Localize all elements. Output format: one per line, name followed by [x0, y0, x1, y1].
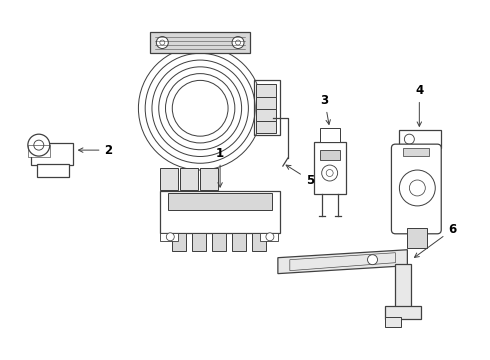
Circle shape [34, 140, 44, 150]
Bar [319, 150, 340, 160]
Circle shape [236, 40, 241, 45]
Text: 6: 6 [415, 223, 456, 257]
Bar [256, 108, 276, 121]
Bar [192, 233, 206, 251]
Bar [252, 233, 266, 251]
Bar [160, 233, 178, 241]
Polygon shape [278, 250, 407, 274]
Bar [319, 128, 340, 142]
Bar [407, 228, 427, 248]
Bar [386, 318, 401, 328]
Text: 2: 2 [78, 144, 113, 157]
Text: 1: 1 [216, 147, 224, 187]
Bar [314, 142, 345, 194]
Bar [28, 145, 50, 157]
Bar [200, 168, 218, 190]
Bar [37, 164, 69, 177]
Bar [160, 168, 178, 190]
Bar [160, 191, 280, 233]
Bar [256, 96, 276, 109]
Bar [256, 84, 276, 97]
Text: 4: 4 [415, 84, 423, 126]
Text: 3: 3 [320, 94, 330, 125]
Bar [212, 233, 226, 251]
Circle shape [28, 134, 50, 156]
Bar [180, 168, 198, 190]
Bar [168, 193, 272, 210]
Bar [399, 130, 441, 148]
Bar [254, 80, 280, 135]
Bar [386, 306, 421, 319]
Circle shape [160, 40, 165, 45]
Bar [150, 32, 250, 54]
Bar [28, 145, 50, 157]
Bar [395, 264, 412, 307]
Circle shape [404, 134, 415, 144]
Circle shape [368, 255, 377, 265]
Circle shape [156, 37, 168, 49]
Bar [31, 143, 73, 165]
Circle shape [266, 233, 274, 241]
Bar [232, 233, 246, 251]
Circle shape [166, 233, 174, 241]
Bar [256, 120, 276, 133]
FancyBboxPatch shape [392, 144, 441, 234]
Bar [260, 233, 278, 241]
Text: 5: 5 [286, 165, 314, 186]
Circle shape [232, 37, 244, 49]
Bar [403, 148, 429, 156]
Bar [172, 233, 186, 251]
